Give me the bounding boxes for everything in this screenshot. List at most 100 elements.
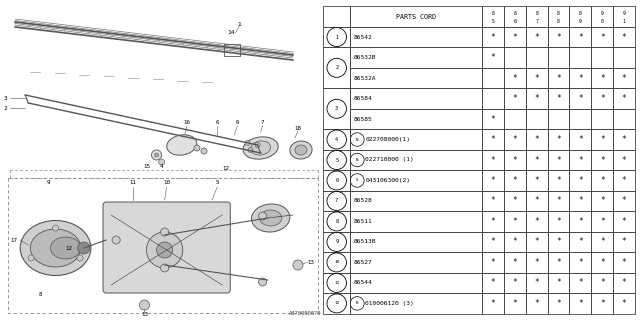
Text: *: * <box>556 217 561 226</box>
Bar <box>350 273 482 293</box>
Circle shape <box>327 294 346 313</box>
Text: 8: 8 <box>557 11 560 16</box>
Text: *: * <box>513 135 517 144</box>
Bar <box>613 47 635 68</box>
Bar <box>570 232 591 252</box>
Text: *: * <box>600 176 605 185</box>
Text: *: * <box>556 237 561 246</box>
Bar <box>482 6 504 27</box>
Text: 86532B: 86532B <box>354 55 376 60</box>
Bar <box>482 191 504 211</box>
Text: 6: 6 <box>513 19 516 24</box>
Circle shape <box>259 278 267 286</box>
Bar <box>613 170 635 191</box>
Text: *: * <box>578 258 582 267</box>
Text: 3: 3 <box>3 95 7 100</box>
Bar <box>591 232 613 252</box>
Bar <box>504 293 526 314</box>
Bar <box>613 88 635 109</box>
Bar <box>350 129 482 150</box>
Bar <box>613 293 635 314</box>
Bar <box>548 109 570 129</box>
Text: *: * <box>600 237 605 246</box>
Text: 6: 6 <box>236 119 239 124</box>
Bar <box>526 191 548 211</box>
Bar <box>548 273 570 293</box>
Text: *: * <box>600 196 605 205</box>
Text: *: * <box>513 237 517 246</box>
Text: 12: 12 <box>334 301 339 305</box>
Bar <box>526 293 548 314</box>
Text: 5: 5 <box>492 19 495 24</box>
Circle shape <box>327 273 346 292</box>
Text: *: * <box>556 94 561 103</box>
Bar <box>591 293 613 314</box>
Text: 8: 8 <box>579 11 582 16</box>
Bar <box>613 6 635 27</box>
Text: *: * <box>621 176 627 185</box>
Bar <box>350 88 482 109</box>
Text: *: * <box>556 135 561 144</box>
Text: 1: 1 <box>335 35 339 40</box>
Bar <box>591 6 613 27</box>
Bar <box>323 170 350 191</box>
Bar <box>591 27 613 47</box>
Bar <box>591 273 613 293</box>
Text: *: * <box>491 33 495 42</box>
Text: 12: 12 <box>223 165 230 171</box>
Bar <box>570 27 591 47</box>
Bar <box>482 68 504 88</box>
Bar <box>350 232 482 252</box>
Bar <box>323 47 350 88</box>
Circle shape <box>245 140 250 146</box>
Text: *: * <box>556 299 561 308</box>
Bar <box>570 191 591 211</box>
Text: *: * <box>534 156 539 164</box>
Text: *: * <box>556 74 561 83</box>
Bar <box>548 47 570 68</box>
Text: *: * <box>534 237 539 246</box>
Bar <box>350 27 482 47</box>
Bar <box>570 68 591 88</box>
Text: *: * <box>534 33 539 42</box>
Text: *: * <box>491 278 495 287</box>
Bar <box>323 211 350 232</box>
Text: *: * <box>491 156 495 164</box>
Text: 11: 11 <box>130 180 137 186</box>
Text: 12: 12 <box>65 245 72 251</box>
Bar <box>504 6 526 27</box>
Bar <box>323 232 350 252</box>
Bar <box>591 150 613 170</box>
Text: *: * <box>491 258 495 267</box>
Bar <box>548 170 570 191</box>
Ellipse shape <box>252 204 290 232</box>
Text: *: * <box>513 74 517 83</box>
Bar <box>526 273 548 293</box>
Bar <box>570 252 591 273</box>
Text: 86511: 86511 <box>354 219 372 224</box>
Bar <box>548 6 570 27</box>
Text: A870000079: A870000079 <box>289 311 321 316</box>
Ellipse shape <box>250 141 271 155</box>
Circle shape <box>327 232 346 252</box>
Text: *: * <box>621 74 627 83</box>
Bar <box>613 129 635 150</box>
Bar <box>8 178 318 313</box>
Circle shape <box>327 212 346 231</box>
Text: 6: 6 <box>216 119 219 124</box>
Bar <box>504 232 526 252</box>
Bar <box>504 88 526 109</box>
Text: *: * <box>578 156 582 164</box>
Text: 86584: 86584 <box>354 96 372 101</box>
Text: *: * <box>534 196 539 205</box>
Text: *: * <box>621 94 627 103</box>
Text: *: * <box>621 196 627 205</box>
Bar <box>482 293 504 314</box>
Text: 8: 8 <box>535 11 538 16</box>
Circle shape <box>201 148 207 154</box>
Circle shape <box>147 232 183 268</box>
Text: *: * <box>491 53 495 62</box>
Text: *: * <box>600 258 605 267</box>
Bar <box>323 129 350 150</box>
Text: 8: 8 <box>513 11 516 16</box>
